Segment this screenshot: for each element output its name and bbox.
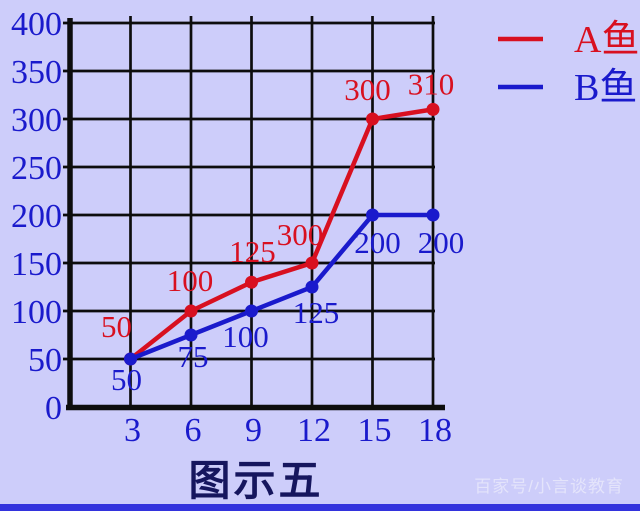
series-line-b-fish — [129, 212, 433, 362]
data-label-b-fish: 125 — [293, 295, 340, 330]
data-point-a-fish — [184, 304, 198, 318]
legend-label-a-fish: A鱼 — [574, 19, 639, 61]
data-label-b-fish: 200 — [418, 225, 465, 260]
data-label-a-fish: 125 — [229, 234, 276, 269]
y-tick-label: 250 — [11, 150, 62, 187]
x-tick-label: 3 — [124, 412, 141, 449]
data-point-a-fish — [366, 112, 379, 126]
watermark: 百家号/小言谈教育 — [474, 477, 624, 496]
y-tick-label: 300 — [11, 102, 62, 139]
x-tick-label: 9 — [245, 412, 262, 449]
data-point-a-fish — [245, 275, 258, 289]
data-label-a-fish: 100 — [167, 263, 214, 298]
x-tick-label: 18 — [418, 412, 452, 449]
y-tick-label: 50 — [28, 342, 62, 379]
y-tick-label: 150 — [11, 246, 62, 283]
data-point-b-fish — [426, 208, 440, 222]
data-label-a-fish: 310 — [408, 66, 455, 101]
data-label-a-fish: 50 — [101, 309, 132, 344]
data-label-b-fish: 50 — [111, 362, 142, 397]
data-point-b-fish — [184, 328, 198, 342]
y-tick-label: 200 — [11, 198, 62, 235]
data-point-b-fish — [245, 304, 258, 318]
data-label-b-fish: 200 — [354, 225, 401, 260]
data-label-a-fish: 300 — [344, 72, 391, 107]
chart-title: 图示五 — [188, 459, 324, 505]
data-point-a-fish — [426, 102, 440, 116]
data-label-a-fish: 300 — [277, 217, 324, 252]
legend-label-b-fish: B鱼 — [574, 67, 637, 109]
x-tick-label: 15 — [358, 412, 392, 449]
data-label-b-fish: 75 — [178, 339, 209, 374]
y-tick-label: 100 — [11, 294, 62, 331]
data-point-b-fish — [124, 352, 137, 366]
data-point-a-fish — [305, 256, 319, 270]
x-tick-label: 6 — [185, 412, 202, 449]
y-tick-label: 350 — [11, 54, 62, 91]
y-tick-label: 400 — [11, 6, 62, 43]
series-line-a-fish — [129, 107, 434, 361]
footer-strip — [0, 504, 640, 511]
x-tick-label: 12 — [297, 412, 331, 449]
data-point-b-fish — [305, 280, 319, 294]
data-point-b-fish — [366, 208, 379, 222]
data-label-b-fish: 100 — [222, 319, 269, 354]
y-tick-label: 0 — [45, 390, 62, 427]
